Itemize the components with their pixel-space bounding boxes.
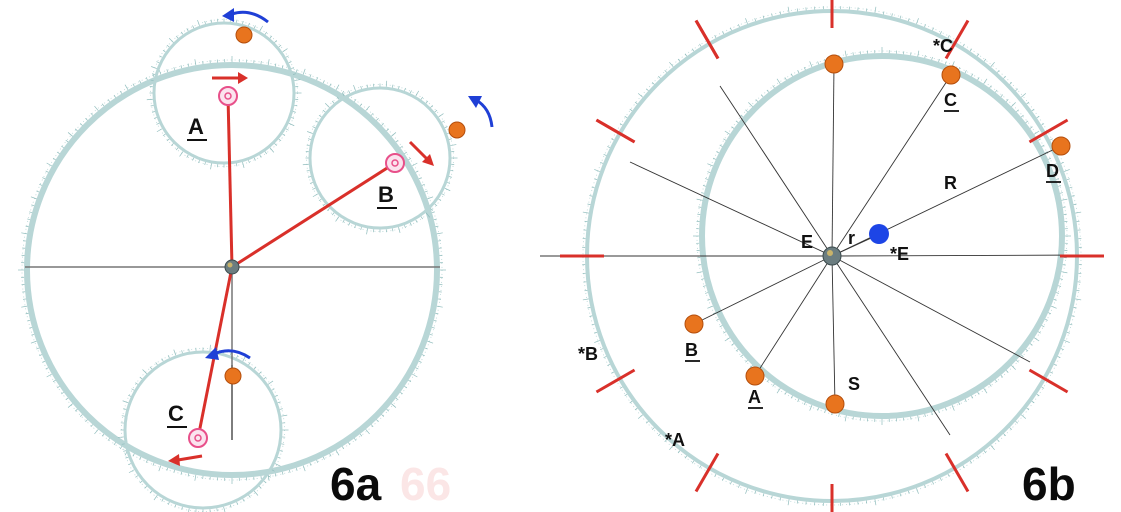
label-star-a: *A — [665, 430, 685, 450]
planet-a — [745, 366, 765, 386]
epicycle-ring-b — [302, 80, 458, 235]
label-a: A — [748, 387, 761, 407]
red-arrow-b — [408, 140, 434, 166]
planet-c — [224, 367, 242, 385]
spoke-line — [831, 255, 1031, 363]
figure-6b: *C C D R r E *E B *B A *A S 6b — [525, 0, 1121, 512]
label-c: C — [168, 401, 184, 426]
earth-center-icon — [822, 246, 842, 266]
spoke-line — [831, 145, 1062, 257]
red-tick — [944, 452, 970, 493]
figure-label-6a: 6a — [330, 458, 382, 510]
spoke-line — [629, 161, 833, 257]
red-ticks — [560, 0, 1104, 512]
pink-marker-c — [188, 428, 208, 448]
blue-arrow-c — [205, 347, 251, 360]
eccentric-ring — [693, 47, 1071, 425]
watermark-66: 66 — [400, 458, 451, 510]
red-radius-a — [226, 95, 234, 268]
earth-center-icon — [224, 259, 240, 275]
spoke-line — [831, 74, 952, 257]
label-s: S — [848, 374, 860, 394]
label-d: D — [1046, 161, 1059, 181]
planet-c — [941, 65, 961, 85]
label-c: C — [944, 90, 957, 110]
planet-top — [824, 54, 844, 74]
spoke-line — [831, 63, 835, 257]
planet-a — [235, 26, 253, 44]
spoke-line — [831, 254, 1091, 257]
label-star-e: *E — [890, 244, 909, 264]
label-e: E — [801, 232, 813, 252]
pink-marker-b — [385, 153, 405, 173]
red-tick — [595, 118, 636, 144]
label-b: B — [378, 182, 394, 207]
figure-6a: A B C 66 6a — [0, 0, 520, 512]
blue-arrow-b — [468, 96, 494, 128]
red-tick — [1028, 118, 1069, 144]
figure-label-6b: 6b — [1022, 458, 1076, 510]
red-tick — [595, 368, 636, 394]
spoke-line — [693, 255, 833, 325]
red-tick — [1028, 368, 1069, 394]
spoke-line — [719, 85, 833, 257]
spoke-line — [831, 255, 951, 436]
label-big-r: R — [944, 173, 957, 193]
red-tick — [944, 19, 970, 60]
earth-highlight — [227, 262, 233, 268]
blue-arrow-a — [222, 8, 269, 24]
label-star-b: *B — [578, 344, 598, 364]
label-small-r: r — [848, 228, 855, 248]
label-star-c: *C — [933, 36, 953, 56]
figure-6b-drawing: *C C D R r E *E B *B A *A S 6b — [540, 0, 1104, 512]
label-a: A — [188, 114, 204, 139]
red-tick — [694, 452, 720, 493]
spoke-line — [754, 255, 833, 377]
deferent-rings — [18, 15, 458, 512]
spoke-line — [831, 255, 836, 405]
equant-point — [869, 224, 889, 244]
planet-b — [684, 314, 704, 334]
epicycle-ring-a — [146, 15, 302, 170]
red-arrow-a — [212, 72, 248, 84]
red-arrow-c — [168, 454, 203, 466]
red-tick — [694, 19, 720, 60]
earth-highlight — [827, 250, 833, 256]
red-radius-b — [231, 161, 396, 269]
planet-b — [448, 121, 466, 139]
pink-marker-a — [218, 86, 238, 106]
epicycle-ring-c — [117, 344, 289, 512]
planet-s — [825, 394, 845, 414]
figure-6a-drawing: A B C 66 6a — [18, 8, 494, 512]
deferent-ring — [18, 56, 446, 484]
label-b: B — [685, 340, 698, 360]
planet-d — [1051, 136, 1071, 156]
